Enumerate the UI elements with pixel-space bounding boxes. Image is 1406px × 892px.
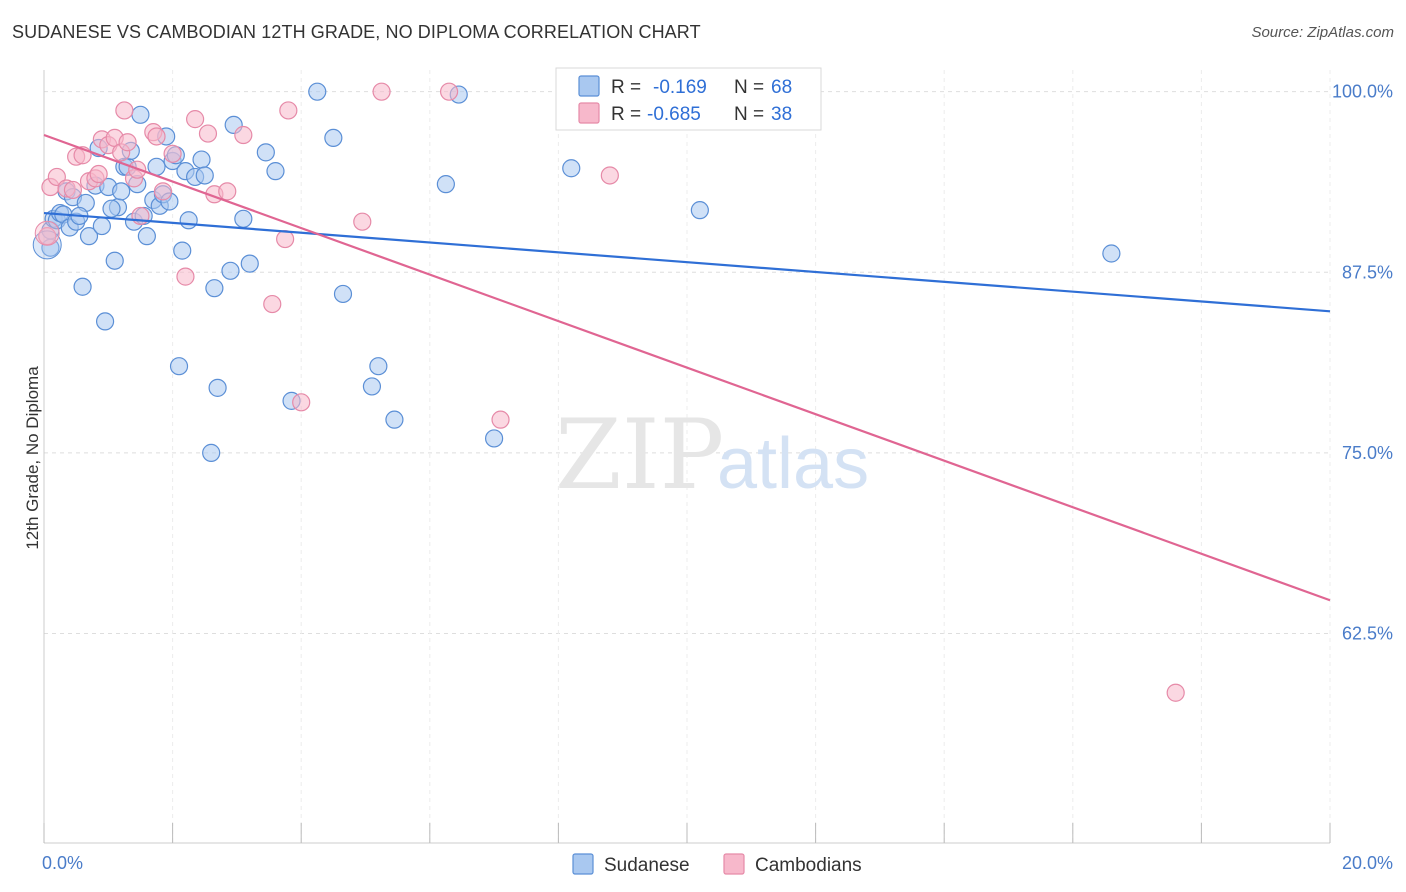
sudanese-point-54 <box>308 82 327 101</box>
sudanese-point-55 <box>324 128 343 148</box>
cambodian-point-28 <box>234 125 253 145</box>
sudanese-point-58 <box>369 357 388 376</box>
sudanese-point-59 <box>385 410 404 429</box>
r-value-2: -0.685 <box>647 104 701 125</box>
sudanese-point-10 <box>73 277 92 296</box>
cambodian-point-0 <box>38 227 57 246</box>
sudanese-point-28 <box>137 227 156 246</box>
cambodian-point-34 <box>372 82 391 101</box>
cambodian-point-25 <box>198 124 218 143</box>
sudanese-point-52 <box>266 162 285 181</box>
cambodian-point-24 <box>186 110 205 129</box>
x-tick-labels: 0.0% 20.0% <box>42 853 1393 873</box>
r-label-1: R = <box>611 77 641 98</box>
cambodian-point-35 <box>439 82 459 101</box>
sudanese-point-26 <box>131 105 150 124</box>
y-tick-label-3: 62.5% <box>1342 623 1393 643</box>
sudanese-trend-line <box>43 211 1331 313</box>
stats-legend: R = -0.169 N = 68 R = -0.685 N = 38 <box>555 67 822 131</box>
cambodian-cluster <box>34 220 60 246</box>
sudanese-point-15 <box>92 216 111 236</box>
cambodian-point-21 <box>153 182 173 201</box>
cambodian-point-32 <box>292 393 311 412</box>
cambodian-point-37 <box>600 166 619 185</box>
sudanese-point-45 <box>205 279 224 298</box>
y-axis-label: 12th Grade, No Diploma <box>23 366 42 550</box>
sudanese-point-60 <box>436 175 455 194</box>
cambodian-swatch <box>723 853 745 875</box>
sudanese-point-43 <box>195 166 214 185</box>
cambodian-point-36 <box>491 410 510 429</box>
cambodian-point-4 <box>63 180 83 200</box>
sudanese-point-40 <box>179 211 198 230</box>
cambodian-point-31 <box>279 101 298 120</box>
watermark-atlas: atlas <box>717 424 869 504</box>
sudanese-point-20 <box>112 182 131 201</box>
y-tick-labels: 100.0% 87.5% 75.0% 62.5% <box>1332 82 1393 644</box>
axes <box>43 70 1331 844</box>
n-label-1: N = <box>734 77 764 98</box>
cambodian-point-27 <box>218 182 237 201</box>
sudanese-point-56 <box>333 284 353 304</box>
sudanese-point-57 <box>362 377 382 396</box>
cambodian-point-22 <box>163 144 182 163</box>
sudanese-point-67 <box>102 199 121 218</box>
y-tick-label-1: 87.5% <box>1342 262 1393 282</box>
chart-title: SUDANESE VS CAMBODIAN 12TH GRADE, NO DIP… <box>12 22 701 42</box>
sudanese-point-65 <box>1102 244 1121 263</box>
x-tick-label-1: 20.0% <box>1342 853 1393 873</box>
sudanese-point-50 <box>240 254 259 273</box>
sudanese-swatch <box>572 853 594 875</box>
sudanese-point-18 <box>105 251 124 270</box>
n-label-2: N = <box>734 104 764 125</box>
sudanese-point-62 <box>485 429 504 448</box>
sudanese-point-16 <box>95 312 115 331</box>
cambodian-point-30 <box>276 229 295 249</box>
sudanese-legend-swatch <box>578 75 600 97</box>
cambodian-point-14 <box>115 101 134 120</box>
watermark: ZIP atlas <box>555 399 869 511</box>
sudanese-point-49 <box>234 209 253 228</box>
sudanese-point-42 <box>192 150 211 169</box>
source-label: Source: ZipAtlas.com <box>1251 24 1394 41</box>
cambodian-legend-swatch <box>578 102 600 124</box>
sudanese-point-38 <box>173 241 192 260</box>
n-value-2: 38 <box>771 104 792 125</box>
sudanese-point-63 <box>562 159 581 178</box>
cambodian-point-38 <box>1166 683 1185 702</box>
sudanese-point-47 <box>221 261 240 280</box>
cambodian-point-20 <box>147 127 166 146</box>
legend-cambodians: Cambodians <box>755 855 862 876</box>
sudanese-point-37 <box>169 357 189 376</box>
r-value-1: -0.169 <box>653 77 707 98</box>
trend-lines <box>43 133 1331 602</box>
legend-sudanese: Sudanese <box>604 855 690 876</box>
cambodian-point-15 <box>118 133 137 152</box>
r-label-2: R = <box>611 104 641 125</box>
series-legend: Sudanese Cambodians <box>572 853 862 876</box>
y-tick-label-0: 100.0% <box>1332 82 1393 102</box>
x-tick-label-0: 0.0% <box>42 853 83 873</box>
cambodian-point-9 <box>89 164 108 184</box>
stats-legend-box <box>555 67 822 131</box>
sudanese-point-51 <box>256 143 275 162</box>
sudanese-point-44 <box>202 443 221 462</box>
y-tick-label-2: 75.0% <box>1342 443 1393 463</box>
sudanese-point-46 <box>208 378 227 397</box>
grid-lines <box>44 70 1331 843</box>
sudanese-point-12 <box>79 227 99 246</box>
cambodian-point-23 <box>176 267 195 286</box>
cambodian-points <box>34 82 1185 702</box>
cambodian-trend-line <box>43 133 1331 602</box>
watermark-zip: ZIP <box>555 399 724 511</box>
cambodian-point-33 <box>353 212 372 231</box>
cambodian-point-29 <box>263 294 282 314</box>
n-value-1: 68 <box>771 77 792 98</box>
sudanese-point-64 <box>690 201 709 220</box>
